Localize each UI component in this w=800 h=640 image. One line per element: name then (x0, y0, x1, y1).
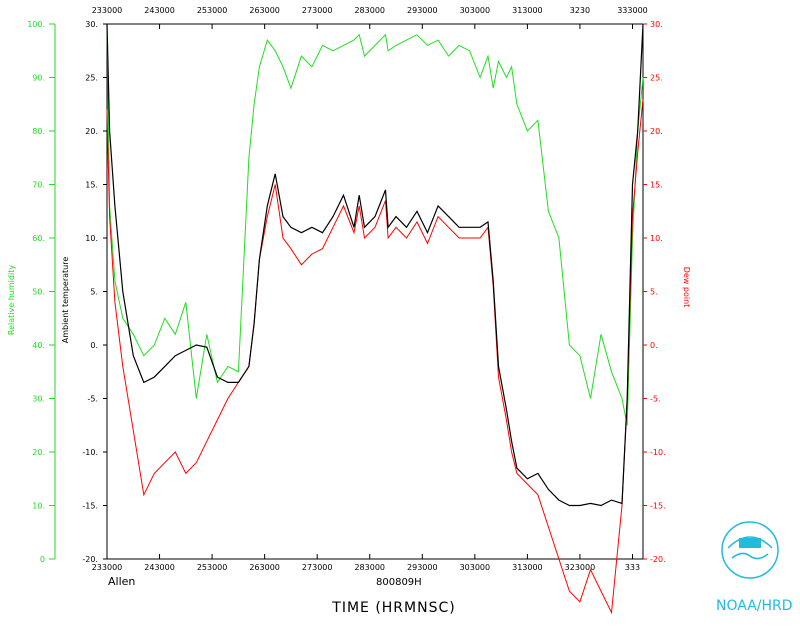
temp-tick-label: -15. (82, 502, 98, 511)
top-axis-ticks: 233000 243000 253000 263000 273000 283000 2930… (92, 6, 648, 29)
temp-tick-label: 25. (85, 74, 98, 83)
rh-tick-label: 40. (32, 341, 45, 350)
rh-tick-label: 50. (32, 288, 45, 297)
noaa-hrd-label: NOAA/HRD (716, 598, 793, 614)
rh-tick-label: 0 (40, 555, 45, 564)
rh-tick-label: 30. (32, 395, 45, 404)
rh-tick-label: 80. (32, 127, 45, 136)
temp-axis-ticks: -20. -15. -10. -5. 0. 5. 10. 15. 20. 25. 30. (82, 20, 107, 564)
dewpoint-series-line (106, 98, 644, 615)
dewpoint-tick-label: 5. (650, 288, 658, 297)
x-tick-label-bottom: 293000 (407, 563, 438, 572)
x-tick-label-bottom: 273000 (302, 563, 333, 572)
dewpoint-tick-label: -15. (650, 502, 666, 511)
x-tick-label-top: 293000 (407, 6, 438, 15)
temp-tick-label: 30. (85, 20, 98, 29)
temp-tick-label: -10. (82, 448, 98, 457)
x-tick-label-top: 243000 (144, 6, 175, 15)
rh-axis-ticks: 0 10. 20. 30. 40. 50. 60. 70. 80. 90. 100. (27, 20, 56, 564)
storm-name: Allen (108, 575, 135, 588)
temp-axis-title: Ambient temperature (61, 257, 70, 344)
dewpoint-axis-title: Dew point (682, 267, 691, 308)
temp-tick-label: -20. (82, 555, 98, 564)
dewpoint-tick-label: 0. (650, 341, 658, 350)
temp-tick-label: 20. (85, 127, 98, 136)
dewpoint-tick-label: 30. (650, 20, 663, 29)
x-tick-label-top: 253000 (197, 6, 228, 15)
plot-frame (106, 23, 644, 560)
temp-tick-label: 0. (90, 341, 98, 350)
dewpoint-tick-label: -5. (650, 395, 661, 404)
rh-series-line (106, 23, 644, 426)
x-tick-label-top: 3230 (570, 6, 590, 15)
x-tick-label-bottom: 333 (625, 563, 640, 572)
dewpoint-tick-label: 10. (650, 234, 663, 243)
dewpoint-axis-ticks: -20. -15. -10. -5. 0. 5. 10. 15. 20. 25. 30. (643, 20, 666, 564)
x-tick-label-top: 313000 (512, 6, 543, 15)
dewpoint-tick-label: 20. (650, 127, 663, 136)
temp-tick-label: 10. (85, 234, 98, 243)
x-tick-label-bottom: 323000 (565, 563, 596, 572)
temperature-series-line (106, 23, 644, 507)
temp-tick-label: -5. (87, 395, 98, 404)
x-tick-label-top: 283000 (354, 6, 385, 15)
temp-tick-label: 15. (85, 181, 98, 190)
x-tick-label-bottom: 263000 (249, 563, 280, 572)
x-tick-label-bottom: 243000 (144, 563, 175, 572)
x-tick-label-bottom: 253000 (197, 563, 228, 572)
dewpoint-tick-label: 15. (650, 181, 663, 190)
bottom-axis-ticks: 233000 243000 253000 263000 273000 283000 2930… (92, 554, 640, 572)
rh-tick-label: 70. (32, 181, 45, 190)
x-tick-label-bottom: 283000 (354, 563, 385, 572)
x-tick-label-bottom: 233000 (92, 563, 123, 572)
rh-tick-label: 90. (32, 74, 45, 83)
x-tick-label-top: 303000 (460, 6, 491, 15)
dewpoint-tick-label: 25. (650, 74, 663, 83)
x-tick-label-bottom: 313000 (512, 563, 543, 572)
x-tick-label-top: 233000 (92, 6, 123, 15)
dewpoint-tick-label: -10. (650, 448, 666, 457)
x-tick-label-top: 263000 (249, 6, 280, 15)
dewpoint-tick-label: -20. (650, 555, 666, 564)
x-tick-label-top: 273000 (302, 6, 333, 15)
x-tick-label-bottom: 303000 (460, 563, 491, 572)
x-tick-label-top: 333000 (617, 6, 648, 15)
rh-tick-label: 10. (32, 502, 45, 511)
rh-axis-title: Relative humidity (7, 265, 16, 335)
rh-tick-label: 20. (32, 448, 45, 457)
series-layer (106, 23, 644, 615)
x-axis-title: TIME (HRMNSC) (331, 600, 455, 616)
date-label: 800809H (376, 577, 422, 588)
rh-tick-label: 100. (27, 20, 45, 29)
temp-tick-label: 5. (90, 288, 98, 297)
rh-tick-label: 60. (32, 234, 45, 243)
noaa-logo-icon (721, 521, 779, 579)
